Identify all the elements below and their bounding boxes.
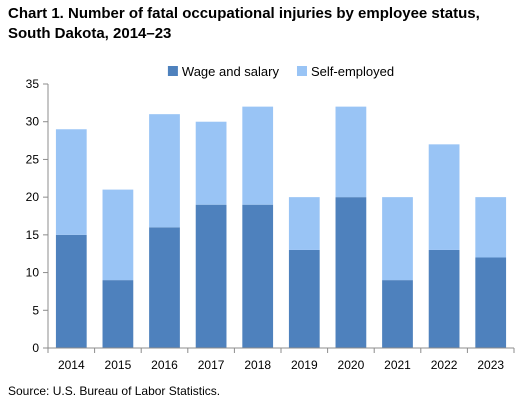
y-tick-label: 35 xyxy=(26,77,40,91)
bar-self-employed-2015 xyxy=(102,189,134,281)
chart-title: Chart 1. Number of fatal occupational in… xyxy=(8,5,480,42)
bar-self-employed-2023 xyxy=(475,197,507,258)
legend-label-self-employed: Self-employed xyxy=(311,64,394,79)
y-tick-label: 5 xyxy=(32,303,39,317)
legend: Wage and salary Self-employed xyxy=(167,64,394,79)
x-tick-label: 2021 xyxy=(384,358,411,372)
y-axis: 0 5 10 15 20 25 30 35 xyxy=(26,77,49,355)
x-tick-label: 2014 xyxy=(58,358,85,372)
bar-wage-and-salary-2022 xyxy=(428,249,460,348)
y-tick-label: 0 xyxy=(32,341,39,355)
x-tick-label: 2022 xyxy=(431,358,458,372)
y-tick-label: 10 xyxy=(26,266,40,280)
bar-self-employed-2017 xyxy=(195,121,227,205)
bar-self-employed-2021 xyxy=(382,197,413,281)
bar-self-employed-2016 xyxy=(149,114,180,228)
legend-label-wage-and-salary: Wage and salary xyxy=(182,64,280,79)
bar-wage-and-salary-2017 xyxy=(195,204,227,348)
chart-source: Source: U.S. Bureau of Labor Statistics. xyxy=(8,384,221,398)
y-tick-label: 30 xyxy=(26,115,40,129)
x-tick-label: 2020 xyxy=(338,358,365,372)
bars xyxy=(55,106,507,348)
y-tick-label: 15 xyxy=(26,228,40,242)
x-tick-label: 2015 xyxy=(105,358,132,372)
x-tick-label: 2017 xyxy=(198,358,225,372)
y-tick-label: 20 xyxy=(26,190,40,204)
bar-self-employed-2020 xyxy=(335,106,367,198)
bar-self-employed-2022 xyxy=(428,144,460,250)
bar-wage-and-salary-2019 xyxy=(288,249,320,348)
bar-self-employed-2018 xyxy=(242,106,274,205)
bar-wage-and-salary-2015 xyxy=(102,280,134,348)
bar-wage-and-salary-2023 xyxy=(475,257,507,348)
bar-self-employed-2019 xyxy=(288,197,320,250)
bar-wage-and-salary-2021 xyxy=(382,280,413,348)
bar-wage-and-salary-2018 xyxy=(242,204,274,348)
x-tick-label: 2019 xyxy=(291,358,318,372)
x-tick-label: 2016 xyxy=(151,358,178,372)
legend-swatch-wage-and-salary xyxy=(167,66,178,76)
x-axis: 2014 2015 2016 2017 2018 2019 2020 2021 2022 2023 xyxy=(47,347,515,372)
bar-wage-and-salary-2020 xyxy=(335,197,367,348)
bar-wage-and-salary-2014 xyxy=(55,234,87,348)
x-tick-label: 2023 xyxy=(477,358,504,372)
x-tick-label: 2018 xyxy=(244,358,271,372)
bar-self-employed-2014 xyxy=(55,129,87,235)
legend-swatch-self-employed xyxy=(296,66,307,76)
y-tick-label: 25 xyxy=(26,152,40,166)
bar-wage-and-salary-2016 xyxy=(149,227,180,348)
